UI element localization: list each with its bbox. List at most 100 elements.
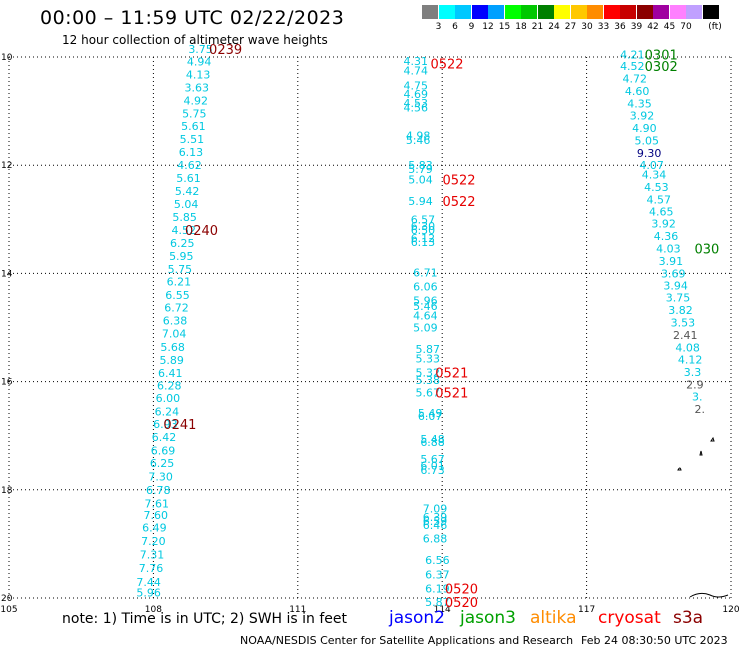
wave-height-value: 6.13 xyxy=(411,236,436,249)
map-subtitle: 12 hour collection of altimeter wave hei… xyxy=(62,33,328,47)
wave-height-value: 7.60 xyxy=(144,509,169,522)
color-scale-swatch xyxy=(554,5,570,19)
wave-height-value: 5.32 xyxy=(416,366,441,379)
pass-time-label: 0302 xyxy=(645,60,678,75)
wave-height-value: 3.82 xyxy=(668,304,693,317)
wave-height-value: 5.61 xyxy=(176,172,201,185)
wave-height-value: 5.96 xyxy=(136,587,161,600)
wave-height-value: 2. xyxy=(694,403,705,416)
pass-time-label: 0241 xyxy=(163,418,196,433)
wave-height-value: 6.25 xyxy=(170,237,195,250)
color-scale-label: 9 xyxy=(468,22,475,32)
lon-tick-label: 105 xyxy=(0,605,17,615)
color-scale-swatch xyxy=(422,5,438,19)
pass-time-label: 030 xyxy=(695,243,720,258)
wave-height-value: 4.13 xyxy=(186,68,211,81)
wave-height-value: 3.53 xyxy=(671,317,696,330)
footer-note: note: 1) Time is in UTC; 2) SWH is in fe… xyxy=(62,611,348,627)
wave-height-value: 4.31 xyxy=(403,55,428,68)
lat-tick-label: 18 xyxy=(1,486,13,496)
wave-height-value: 3.69 xyxy=(661,267,686,280)
wave-height-value: 5.61 xyxy=(181,120,206,133)
wave-height-value: 5.89 xyxy=(159,354,184,367)
wave-height-value: 5.46 xyxy=(413,300,438,313)
wave-height-value: 5.85 xyxy=(172,211,197,224)
wave-height-value: 4.21 xyxy=(620,48,645,61)
wave-height-value: 4.07 xyxy=(639,159,664,172)
wave-height-value: 6.12 xyxy=(411,232,436,245)
wave-height-value: 4.34 xyxy=(642,168,667,181)
wave-height-value: 6.56 xyxy=(425,554,450,567)
wave-height-value: 3.63 xyxy=(184,81,209,94)
wave-height-value: 5.09 xyxy=(413,322,438,335)
wave-height-value: 3.92 xyxy=(651,218,676,231)
wave-height-value: 5.49 xyxy=(418,407,443,420)
wave-height-value: 3.92 xyxy=(630,109,655,122)
wave-height-value: 6.07 xyxy=(418,410,443,423)
wave-height-value: 7.44 xyxy=(136,576,161,589)
wave-height-value: 4.98 xyxy=(406,129,431,142)
wave-height-value: 6.30 xyxy=(411,220,436,233)
color-scale-swatch xyxy=(488,5,504,19)
wave-height-value: 5.05 xyxy=(635,134,660,147)
island-shape xyxy=(710,436,715,442)
lon-tick-label: 117 xyxy=(578,605,595,615)
wave-height-value: 4.57 xyxy=(647,193,672,206)
color-scale-label: 24 xyxy=(548,22,560,32)
color-scale-swatch xyxy=(537,5,554,19)
wave-height-value: 6.25 xyxy=(150,457,175,470)
pass-time-label: 0521 xyxy=(435,366,468,381)
wave-height-value: 6.46 xyxy=(423,519,448,532)
wave-height-value: 4.65 xyxy=(649,206,674,219)
wave-height-value: 4.64 xyxy=(413,310,438,323)
wave-height-value: 7.61 xyxy=(145,497,170,510)
color-scale-label: 15 xyxy=(498,22,511,32)
pass-time-label: 0522 xyxy=(430,57,463,72)
wave-height-value: 5.95 xyxy=(169,250,194,263)
wave-height-value: 6.59 xyxy=(423,515,448,528)
wave-height-value: 4.90 xyxy=(632,122,657,135)
wave-height-value: 5.46 xyxy=(406,134,431,147)
island-shape xyxy=(677,467,682,471)
color-scale-swatch xyxy=(438,5,455,19)
wave-height-value: 5.79 xyxy=(408,163,433,176)
pass-time-label: 0522 xyxy=(442,195,475,210)
legend-item-jason3: jason3 xyxy=(460,608,516,628)
lon-tick-label: 114 xyxy=(434,605,451,615)
wave-height-value: 5.83 xyxy=(408,159,433,172)
wave-height-value: 4.52 xyxy=(171,224,196,237)
wave-height-value: 3.94 xyxy=(663,279,688,292)
pass-time-label: 0520 xyxy=(445,596,478,611)
wave-height-value: 5.42 xyxy=(175,185,200,198)
wave-height-value: 6.21 xyxy=(167,276,192,289)
wave-height-value: 6.88 xyxy=(423,532,448,545)
wave-height-value: 6.55 xyxy=(165,289,190,302)
wave-height-value: 6.39 xyxy=(423,511,448,524)
wave-height-value: 7.76 xyxy=(139,562,164,575)
wave-height-value: 4.72 xyxy=(622,73,647,86)
color-scale-label: 3 xyxy=(435,22,442,32)
wave-height-value: 4.56 xyxy=(403,101,428,114)
wave-height-value: 6.49 xyxy=(142,522,167,535)
wave-height-value: 5.87 xyxy=(425,596,450,609)
legend-item-jason2: jason2 xyxy=(389,608,445,628)
wave-height-value: 6.28 xyxy=(157,379,182,392)
color-scale-swatch xyxy=(455,5,471,19)
color-scale-swatch xyxy=(636,5,653,19)
color-scale-swatch xyxy=(686,5,702,19)
color-scale-label: 70 xyxy=(680,22,692,32)
wave-height-value: 5.68 xyxy=(160,341,185,354)
color-scale-unit: (ft) xyxy=(708,22,722,32)
color-scale-swatch xyxy=(521,5,537,19)
color-scale-swatch xyxy=(587,5,603,19)
island-shape xyxy=(699,450,703,456)
pass-time-label: 0521 xyxy=(435,386,468,401)
color-scale-label: 12 xyxy=(482,22,494,32)
wave-height-value: 6.42 xyxy=(152,431,177,444)
wave-height-value: 3.91 xyxy=(659,255,684,268)
wave-height-value: 4.35 xyxy=(627,98,652,111)
generated-timestamp: Feb 24 08:30:50 UTC 2023 xyxy=(581,634,728,647)
wave-height-value: 5.33 xyxy=(416,352,441,365)
lon-tick-label: 111 xyxy=(289,605,306,615)
wave-height-value: 2.9 xyxy=(686,378,704,391)
